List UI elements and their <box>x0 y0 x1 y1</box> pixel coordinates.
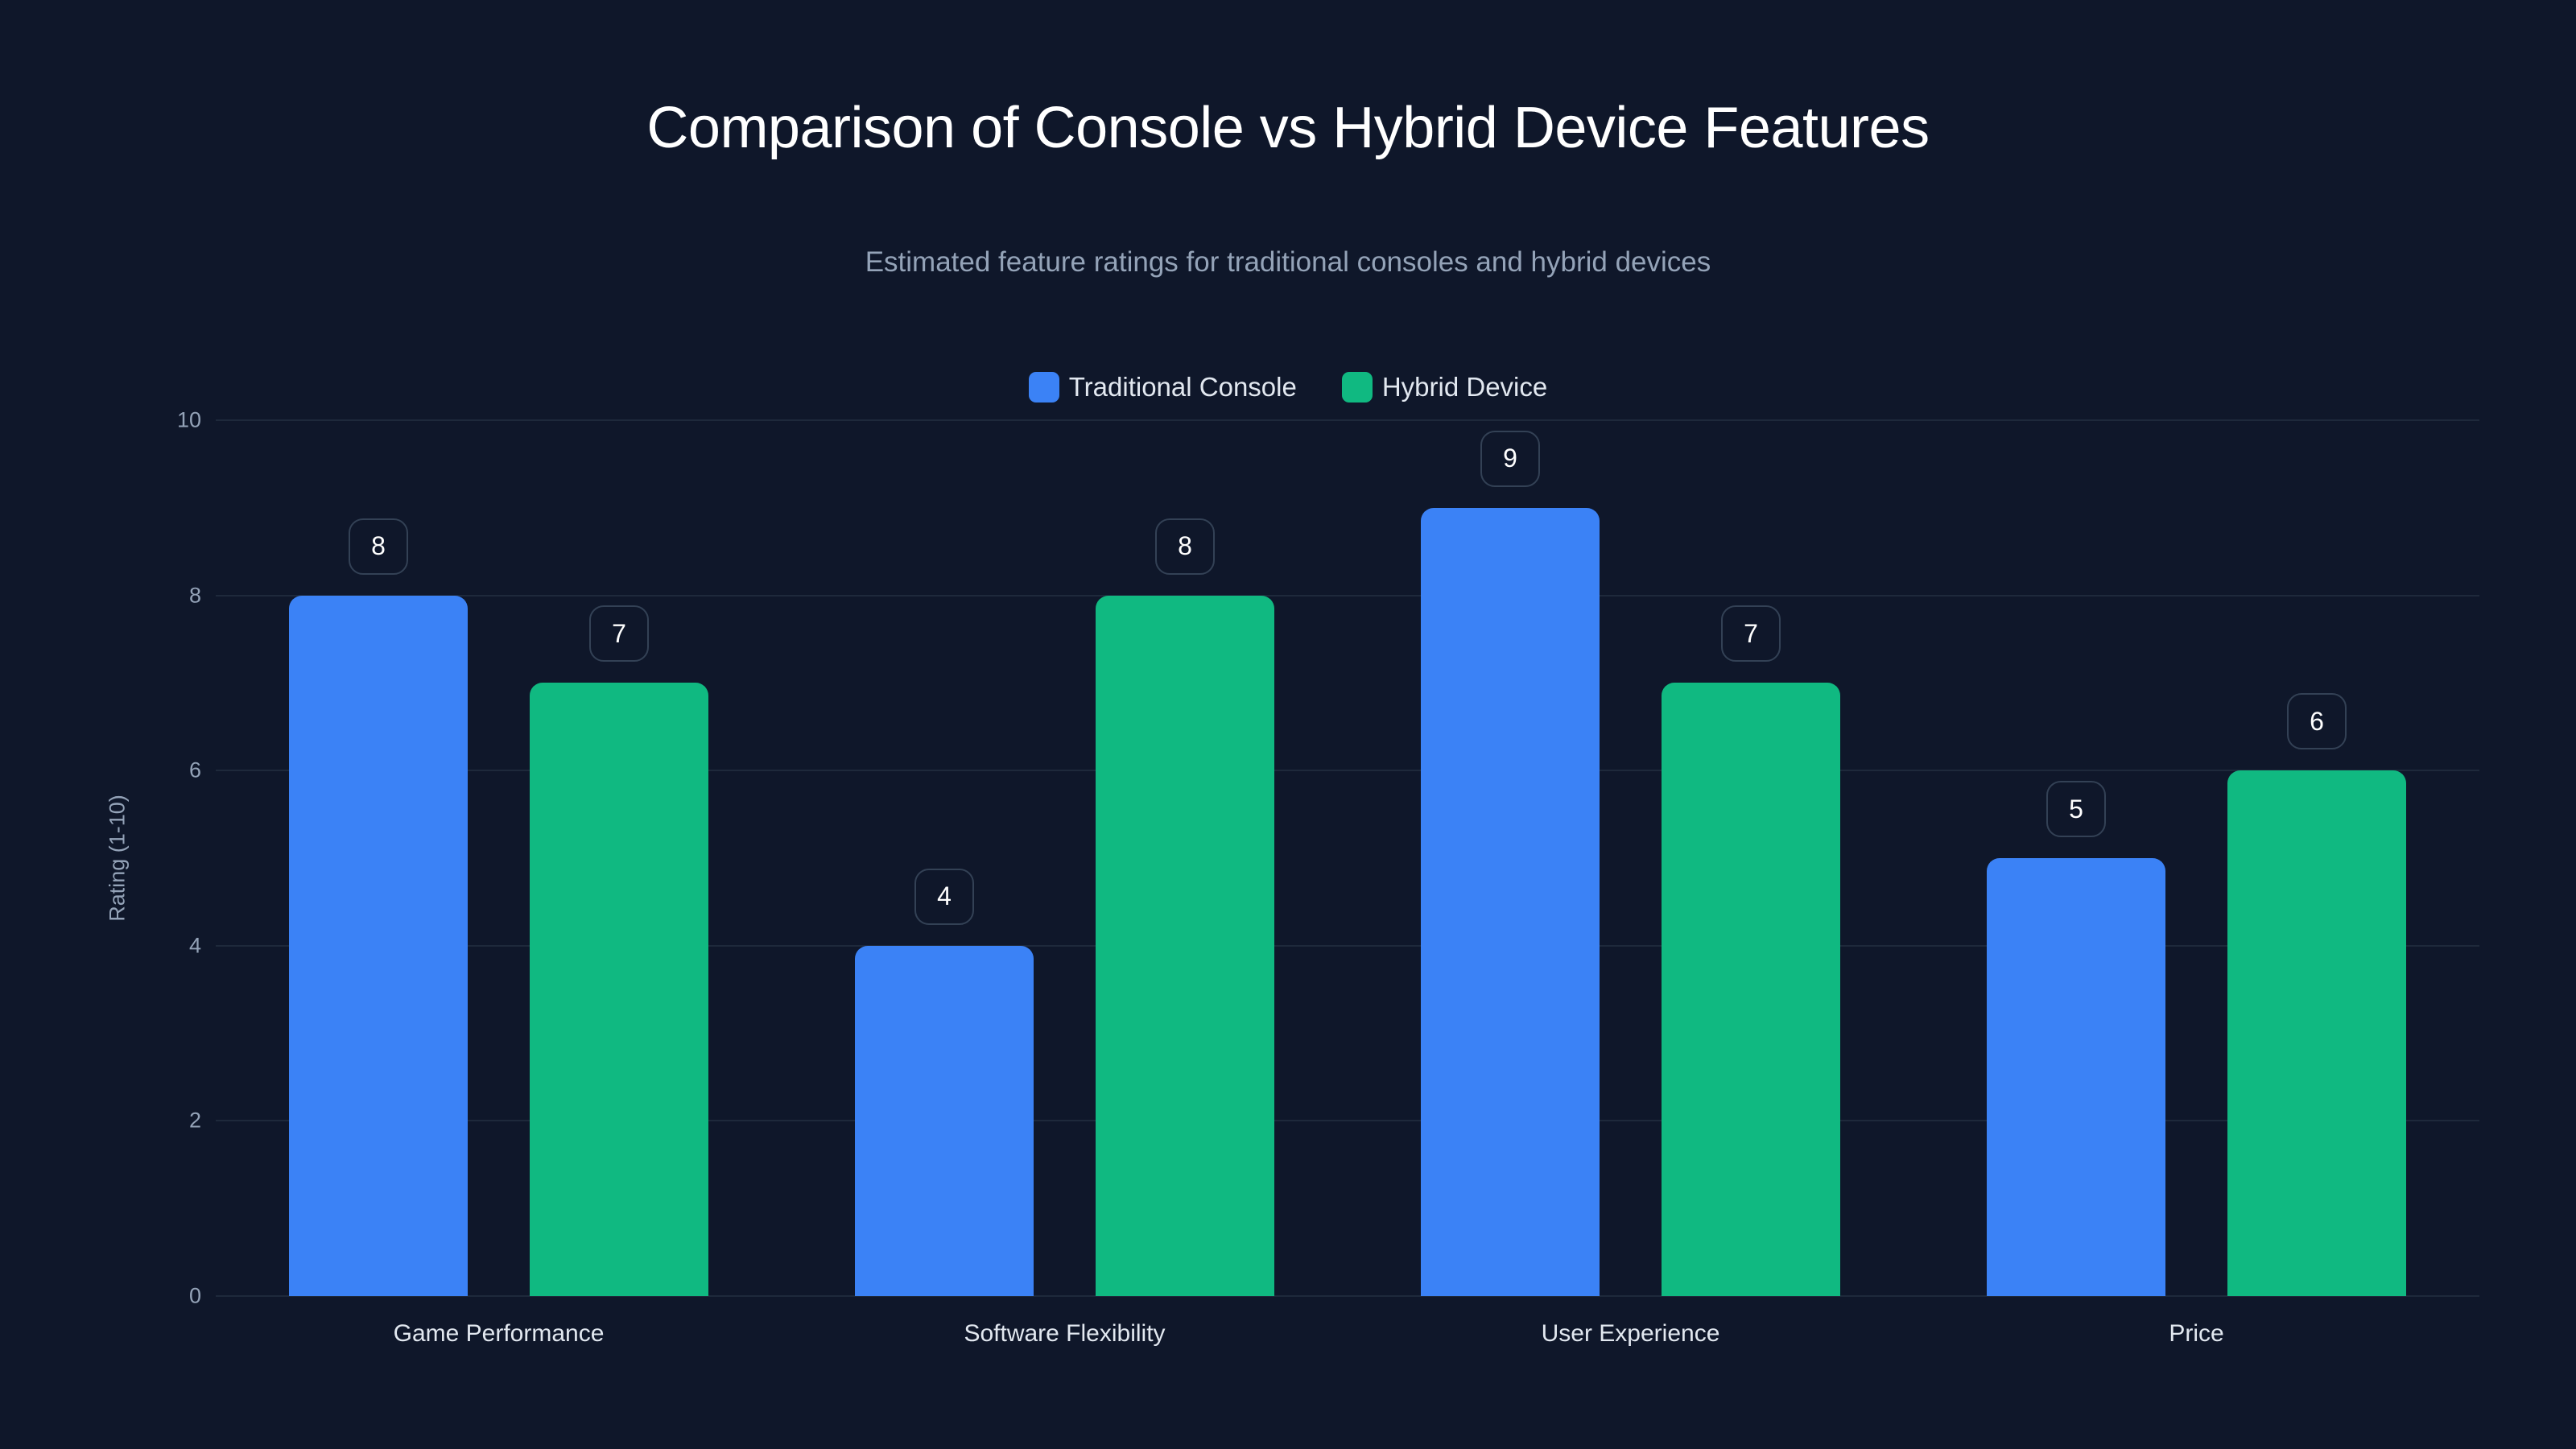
value-label: 6 <box>2287 693 2347 750</box>
gridline <box>216 1120 2479 1122</box>
bar-hybrid-device-game-performance[interactable] <box>530 683 708 1296</box>
y-tick-label: 10 <box>176 407 201 432</box>
legend-item-hybrid-device[interactable]: Hybrid Device <box>1341 372 1548 402</box>
x-tick-label: User Experience <box>1541 1320 1720 1347</box>
y-tick-label: 8 <box>188 583 201 608</box>
bar-traditional-console-game-performance[interactable] <box>289 595 468 1296</box>
plot-area: 8 7 4 8 9 7 5 6 <box>216 419 2479 1297</box>
value-label: 5 <box>2046 781 2106 837</box>
legend: Traditional Console Hybrid Device <box>0 372 2576 402</box>
value-label: 9 <box>1480 430 1540 487</box>
y-axis-label: Rating (1-10) <box>105 795 130 922</box>
gridline <box>216 594 2479 597</box>
bar-hybrid-device-software-flexibility[interactable] <box>1096 595 1274 1296</box>
legend-label: Hybrid Device <box>1381 372 1548 402</box>
x-tick-label: Price <box>2169 1320 2224 1347</box>
gridline <box>216 770 2479 772</box>
gridline <box>216 419 2479 421</box>
bar-traditional-console-price[interactable] <box>1987 858 2165 1296</box>
bar-hybrid-device-user-experience[interactable] <box>1662 683 1840 1296</box>
value-label: 4 <box>914 868 974 925</box>
bar-traditional-console-software-flexibility[interactable] <box>855 945 1034 1296</box>
x-tick-label: Software Flexibility <box>964 1320 1166 1347</box>
value-label: 7 <box>589 605 649 663</box>
value-label: 8 <box>349 518 408 575</box>
bar-hybrid-device-price[interactable] <box>2227 770 2406 1296</box>
y-tick-label: 0 <box>188 1283 201 1308</box>
bar-traditional-console-user-experience[interactable] <box>1421 507 1600 1296</box>
y-tick-label: 6 <box>188 758 201 782</box>
gridline <box>216 1295 2479 1297</box>
x-tick-label: Game Performance <box>393 1320 605 1347</box>
legend-label: Traditional Console <box>1068 372 1297 402</box>
y-tick-label: 2 <box>188 1108 201 1133</box>
legend-swatch-hybrid-device <box>1341 372 1373 402</box>
y-tick-label: 4 <box>188 933 201 958</box>
chart-title: Comparison of Console vs Hybrid Device F… <box>646 96 1930 160</box>
value-label: 7 <box>1721 605 1781 663</box>
value-label: 8 <box>1155 518 1215 575</box>
chart-subtitle: Estimated feature ratings for traditiona… <box>865 246 1711 278</box>
gridline <box>216 944 2479 947</box>
legend-swatch-traditional-console <box>1028 372 1059 402</box>
legend-item-traditional-console[interactable]: Traditional Console <box>1028 372 1297 402</box>
